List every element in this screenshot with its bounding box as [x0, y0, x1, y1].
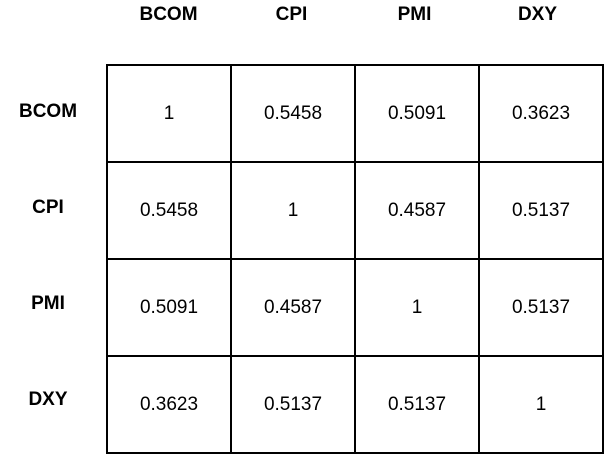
column-header-dxy: DXY [517, 4, 558, 25]
matrix-cell: 0.5137 [478, 258, 604, 357]
column-headers: BCOM CPI PMI DXY [107, 0, 599, 32]
column-header-cpi: CPI [275, 4, 308, 25]
column-header-bcom: BCOM [139, 4, 198, 25]
matrix-cell: 0.5137 [354, 355, 480, 454]
correlation-matrix: 1 0.5458 0.5091 0.3623 0.5458 1 0.4587 0… [106, 64, 604, 454]
matrix-cell: 0.3623 [478, 64, 604, 163]
matrix-cell: 0.4587 [230, 258, 356, 357]
row-header-bcom: BCOM [18, 101, 78, 122]
table-row: 1 0.5458 0.5091 0.3623 [106, 64, 604, 163]
matrix-cell: 0.3623 [106, 355, 232, 454]
matrix-cell: 0.5458 [230, 64, 356, 163]
table-row: 0.3623 0.5137 0.5137 1 [106, 355, 604, 454]
matrix-cell: 1 [230, 161, 356, 260]
table-row: 0.5458 1 0.4587 0.5137 [106, 161, 604, 260]
row-headers: BCOM CPI PMI DXY [0, 64, 96, 448]
matrix-cell: 1 [478, 355, 604, 454]
row-header-cpi: CPI [32, 197, 64, 218]
matrix-cell: 0.4587 [354, 161, 480, 260]
matrix-cell: 1 [106, 64, 232, 163]
table-row: 0.5091 0.4587 1 0.5137 [106, 258, 604, 357]
matrix-cell: 0.5091 [106, 258, 232, 357]
column-header-pmi: PMI [397, 4, 432, 25]
matrix-cell: 1 [354, 258, 480, 357]
matrix-cell: 0.5137 [230, 355, 356, 454]
row-header-dxy: DXY [28, 389, 68, 410]
row-header-pmi: PMI [31, 293, 65, 314]
matrix-cell: 0.5137 [478, 161, 604, 260]
matrix-cell: 0.5091 [354, 64, 480, 163]
matrix-cell: 0.5458 [106, 161, 232, 260]
